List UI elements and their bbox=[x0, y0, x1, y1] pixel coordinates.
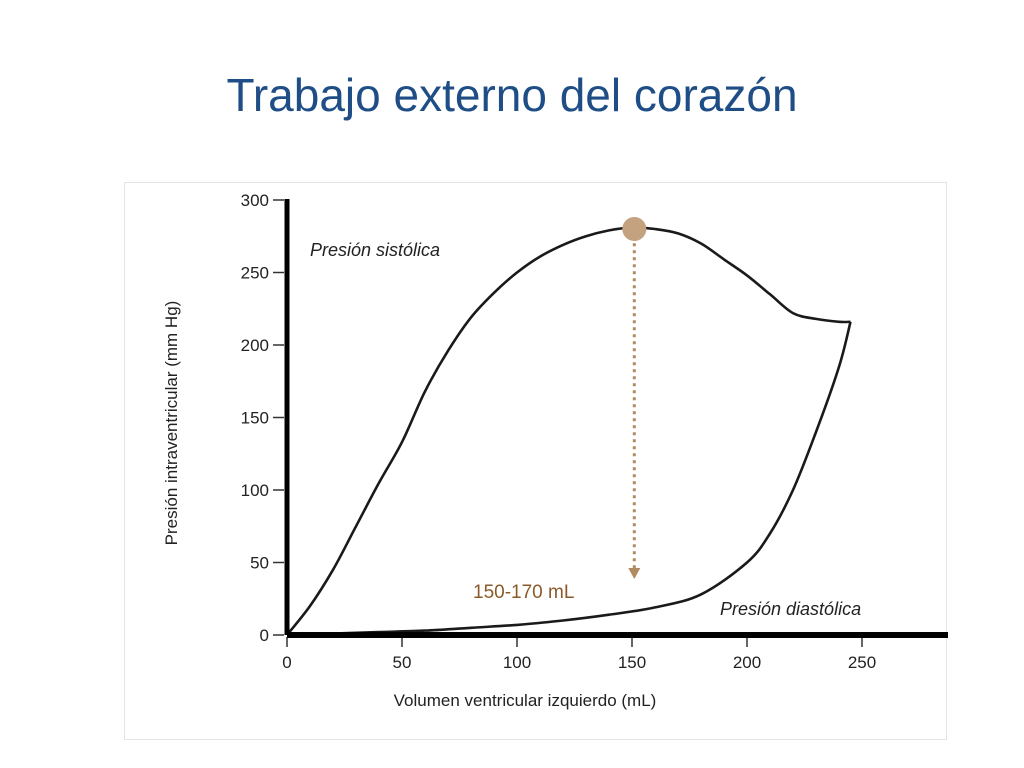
y-tick-label: 200 bbox=[241, 336, 269, 355]
diastolic-curve bbox=[286, 321, 852, 637]
y-tick-label: 150 bbox=[241, 409, 269, 428]
x-tick-label: 100 bbox=[503, 653, 531, 672]
x-tick-label: 150 bbox=[618, 653, 646, 672]
chart-figure: 0 50 100 150 200 250 300 0 50 100 150 200 250 Volume… bbox=[124, 182, 948, 740]
volume-arrow-head bbox=[628, 568, 641, 579]
diastolic-label: Presión diastólica bbox=[720, 599, 861, 619]
x-tick-label: 0 bbox=[282, 653, 291, 672]
x-tick-label: 50 bbox=[393, 653, 412, 672]
y-tick-label: 100 bbox=[241, 481, 269, 500]
slide-title: Trabajo externo del corazón bbox=[226, 69, 798, 121]
x-tick-label: 200 bbox=[733, 653, 761, 672]
y-tick-label: 50 bbox=[250, 554, 269, 573]
y-tick-label: 300 bbox=[241, 191, 269, 210]
y-tick-label: 250 bbox=[241, 264, 269, 283]
x-tick-label: 250 bbox=[848, 653, 876, 672]
pv-loop-chart: 0 50 100 150 200 250 300 0 50 100 150 200 250 Volume… bbox=[162, 191, 948, 710]
y-axis-title: Presión intraventricular (mm Hg) bbox=[162, 301, 181, 546]
peak-marker bbox=[622, 217, 647, 241]
systolic-curve bbox=[285, 226, 851, 636]
y-tick-label: 0 bbox=[260, 626, 269, 645]
volume-range-annotation: 150-170 mL bbox=[473, 582, 574, 603]
x-axis-title: Volumen ventricular izquierdo (mL) bbox=[394, 691, 657, 710]
systolic-label: Presión sistólica bbox=[310, 240, 440, 260]
